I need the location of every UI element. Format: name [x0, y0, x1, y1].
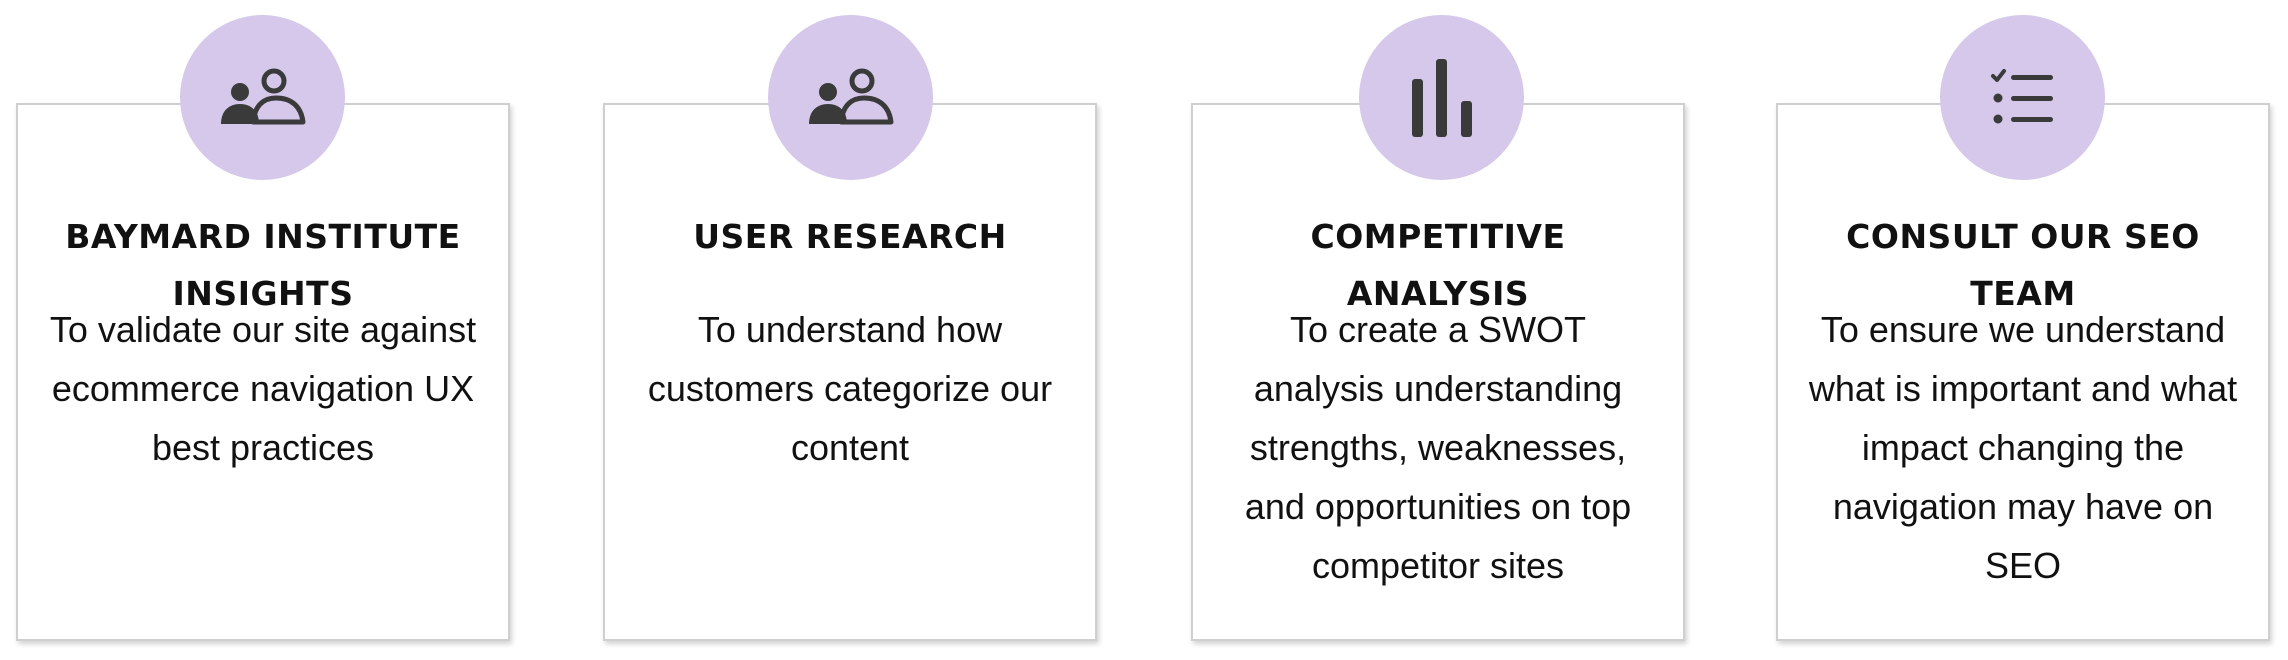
card-user-research: USER RESEARCH To understand how customer…: [603, 103, 1097, 641]
card-baymard-insights: BAYMARD INSTITUTE INSIGHTS To validate o…: [16, 103, 510, 641]
bar-chart-icon: [1359, 15, 1524, 180]
card-title: USER RESEARCH: [693, 217, 1007, 256]
users-icon: [180, 15, 345, 180]
card-title: CONSULT OUR SEO TEAM: [1846, 217, 2200, 313]
users-icon: [768, 15, 933, 180]
card-competitive-analysis: COMPETITIVE ANALYSIS To create a SWOT an…: [1191, 103, 1685, 641]
card-title: COMPETITIVE ANALYSIS: [1310, 217, 1566, 313]
card-description: To understand how customers categorize o…: [647, 309, 1053, 468]
card-description: To ensure we understand what is importan…: [1808, 309, 2238, 586]
card-title: BAYMARD INSTITUTE INSIGHTS: [65, 217, 461, 313]
checklist-icon: [1940, 15, 2105, 180]
card-consult-seo-team: CONSULT OUR SEO TEAM To ensure we unders…: [1776, 103, 2270, 641]
card-description: To create a SWOT analysis understanding …: [1244, 309, 1632, 586]
card-description: To validate our site against ecommerce n…: [49, 309, 477, 468]
